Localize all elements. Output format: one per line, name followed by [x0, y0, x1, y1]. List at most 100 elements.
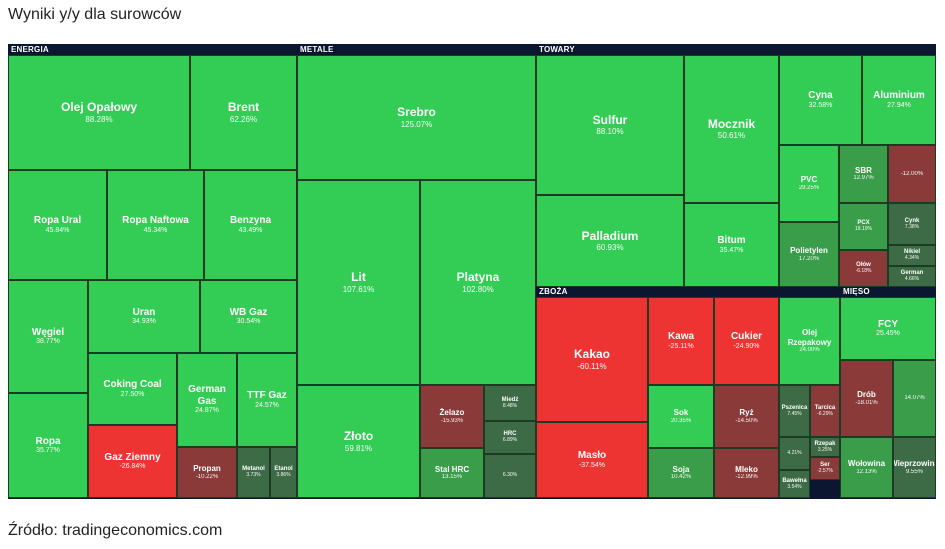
- tile-pcx[interactable]: PCX 18.19%: [839, 203, 888, 250]
- tile-value: -26.84%: [119, 463, 146, 471]
- tile-german-gas[interactable]: German Gas 24.87%: [177, 353, 237, 447]
- tile-pvc[interactable]: PVC 29.25%: [779, 145, 839, 222]
- tile-brent[interactable]: Brent 62.26%: [190, 55, 297, 170]
- tile-label: German Gas: [188, 384, 226, 407]
- tile-zelazo[interactable]: Żelazo -15.93%: [420, 385, 484, 448]
- tile-label: Ołów: [856, 262, 871, 269]
- tile-coking-coal[interactable]: Coking Coal 27.50%: [88, 353, 177, 425]
- tile-value: 102.80%: [462, 284, 494, 294]
- tile-value: 125.07%: [400, 119, 433, 129]
- tile-pszenica[interactable]: Pszenica 7.45%: [779, 385, 810, 437]
- tile-sok[interactable]: Sok 20.35%: [648, 385, 714, 448]
- tile-benzyna[interactable]: Benzyna 43.49%: [204, 170, 297, 280]
- tile-value: 88.10%: [596, 127, 624, 137]
- tile-olej-opalowy[interactable]: Olej Opałowy 88.28%: [8, 55, 190, 170]
- tile-value: 35.77%: [36, 447, 60, 455]
- tile-label: Nikiel: [903, 249, 920, 256]
- tile-polietylen[interactable]: Polietylen 17.20%: [779, 222, 839, 287]
- tile-german[interactable]: German 4.66%: [888, 266, 936, 287]
- tile-uran[interactable]: Uran 34.93%: [88, 280, 200, 353]
- tile-value: 3.86%: [276, 472, 291, 479]
- tile-label: Sulfur: [592, 112, 628, 127]
- tile-label: Lit: [351, 270, 366, 284]
- tile-kawa[interactable]: Kawa -25.11%: [648, 297, 714, 385]
- tile-item-1-8[interactable]: 6.30%: [484, 454, 536, 498]
- tile-value: 45.84%: [45, 226, 70, 234]
- tile-kakao[interactable]: Kakao -60.11%: [536, 297, 648, 422]
- tile-label: Palladium: [581, 228, 639, 243]
- tile-sulfur[interactable]: Sulfur 88.10%: [536, 55, 684, 195]
- tile-wieprzowina[interactable]: Wieprzowina9.55%: [893, 437, 936, 498]
- tile-mocznik[interactable]: Mocznik 50.61%: [684, 55, 779, 203]
- tile-wegiel[interactable]: Węgiel 38.77%: [8, 280, 88, 393]
- tile-cyna[interactable]: Cyna 32.58%: [779, 55, 862, 145]
- tile-wb-gaz[interactable]: WB Gaz 30.54%: [200, 280, 297, 353]
- tile-metanol[interactable]: Metanol 3.73%: [237, 447, 270, 498]
- tile-value: 32.58%: [808, 101, 833, 109]
- tile-label: Olej Rzepakowy: [787, 328, 832, 347]
- tile-cukier[interactable]: Cukier -24.90%: [714, 297, 779, 385]
- tile-aluminium[interactable]: Aluminium 27.94%: [862, 55, 936, 145]
- tile-value: 6.30%: [502, 472, 518, 479]
- tile-label: TTF Gaz: [247, 390, 287, 402]
- tile-item-2-8[interactable]: -12.00%: [888, 145, 936, 203]
- tile-label: Kawa: [667, 331, 695, 343]
- tile-gaz-ziemny[interactable]: Gaz Ziemny -26.84%: [88, 425, 177, 498]
- tile-stal-hrc[interactable]: Stal HRC 13.15%: [420, 448, 484, 498]
- tile-ropa-ural[interactable]: Ropa Ural 45.84%: [8, 170, 107, 280]
- tile-platyna[interactable]: Platyna 102.80%: [420, 180, 536, 385]
- tile-label: Bawełna: [782, 477, 807, 484]
- tile-ser[interactable]: Ser -2.57%: [810, 457, 840, 480]
- tile-item-3-10[interactable]: 4.21%: [779, 437, 810, 470]
- tile-hrc[interactable]: HRC 6.89%: [484, 421, 536, 454]
- tile-item-4-3[interactable]: 14.07%: [893, 360, 936, 437]
- tile-tarcica[interactable]: Tarcica -6.29%: [810, 385, 840, 437]
- tile-value: 27.94%: [887, 101, 911, 109]
- tile-srebro[interactable]: Srebro 125.07%: [297, 55, 536, 180]
- tile-maslo[interactable]: Masło -37.54%: [536, 422, 648, 498]
- tile-zloto[interactable]: Złoto 59.81%: [297, 385, 420, 498]
- tile-lit[interactable]: Lit 107.61%: [297, 180, 420, 385]
- tile-ropa[interactable]: Ropa 35.77%: [8, 393, 88, 498]
- tile-label: Pszenica: [781, 404, 808, 411]
- tile-sbr[interactable]: SBR 12.97%: [839, 145, 888, 203]
- tile-soja[interactable]: Soja 10.42%: [648, 448, 714, 498]
- tile-value: 34.93%: [132, 318, 156, 326]
- tile-miedz[interactable]: Miedź 8.48%: [484, 385, 536, 421]
- tile-label: Mleko: [735, 464, 758, 474]
- tile-fcy[interactable]: FCY 25.45%: [840, 297, 936, 360]
- tile-value: -2.57%: [817, 468, 833, 475]
- tile-olej-rzepakowy[interactable]: Olej Rzepakowy 24.00%: [779, 297, 840, 385]
- tile-olow[interactable]: Ołów -6.18%: [839, 250, 888, 287]
- tile-label: Sok: [673, 408, 689, 418]
- tile-bitum[interactable]: Bitum 35.47%: [684, 203, 779, 287]
- tile-wolowina[interactable]: Wołowina 12.13%: [840, 437, 893, 498]
- tile-ryz[interactable]: Ryż -14.50%: [714, 385, 779, 448]
- tile-ttf-gaz[interactable]: TTF Gaz 24.57%: [237, 353, 297, 447]
- tile-label: Wołowina: [847, 459, 886, 469]
- tile-etanol[interactable]: Etanol 3.86%: [270, 447, 297, 498]
- tile-bawelna[interactable]: Bawełna 3.54%: [779, 470, 810, 498]
- tile-nikiel[interactable]: Nikiel 4.34%: [888, 245, 936, 266]
- tile-rzepak[interactable]: Rzepak 3.25%: [810, 437, 840, 457]
- tile-value: 27.50%: [120, 390, 145, 398]
- tile-ropa-naftowa[interactable]: Ropa Naftowa 45.34%: [107, 170, 204, 280]
- tile-cynk[interactable]: Cynk 7.38%: [888, 203, 936, 245]
- tile-label: Rzepak: [814, 440, 836, 447]
- tile-label: Mocznik: [707, 116, 756, 131]
- tile-value: 3.54%: [787, 483, 802, 490]
- tile-value: 18.19%: [855, 226, 872, 233]
- sector-header-mieso: MIĘSO: [840, 287, 936, 297]
- tile-value: 3.25%: [817, 446, 833, 453]
- tile-propan[interactable]: Propan -10.22%: [177, 447, 237, 498]
- tile-label: Propan: [193, 464, 221, 474]
- tile-value: 14.07%: [904, 395, 925, 402]
- tile-value: 7.45%: [787, 410, 802, 417]
- tile-mleko[interactable]: Mleko -12.99%: [714, 448, 779, 498]
- tile-value: 24.87%: [195, 407, 219, 415]
- tile-drob[interactable]: Drób -18.01%: [840, 360, 893, 437]
- tile-label: Cukier: [730, 331, 763, 343]
- tile-label: Drób: [857, 390, 876, 400]
- tile-palladium[interactable]: Palladium 60.93%: [536, 195, 684, 287]
- tile-label: Brent: [227, 100, 260, 114]
